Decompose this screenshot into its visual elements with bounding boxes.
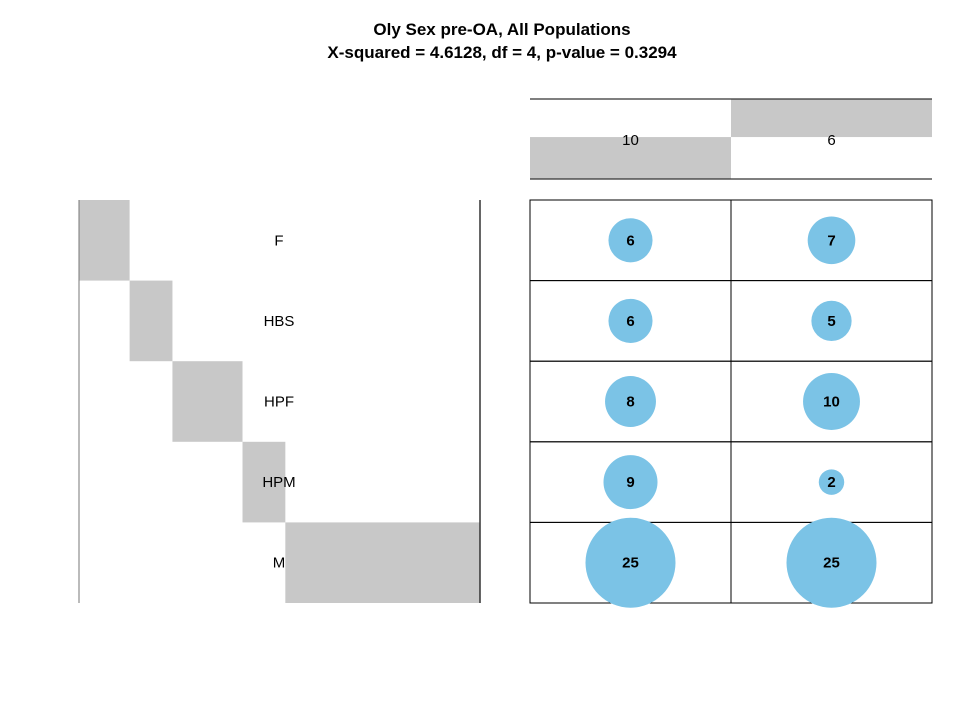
column-label: 10 xyxy=(622,132,639,149)
count-bubble xyxy=(811,300,852,342)
count-bubble xyxy=(608,298,653,343)
count-label: 25 xyxy=(622,555,639,572)
row-total-bar xyxy=(79,200,130,281)
count-bubble xyxy=(807,216,856,265)
row-label: HPF xyxy=(264,394,294,411)
count-label: 25 xyxy=(823,555,840,572)
count-label: 10 xyxy=(823,394,840,411)
count-label: 6 xyxy=(626,313,634,330)
cell-grid: 6 7 6 5 8 10 9 2 25 25 xyxy=(529,199,933,608)
count-label: 7 xyxy=(827,232,835,249)
count-label: 5 xyxy=(827,313,835,330)
row-label: F xyxy=(274,232,283,249)
count-bubble xyxy=(585,517,676,608)
count-bubble xyxy=(803,373,860,430)
row-total-bar xyxy=(172,361,243,442)
column-total-bar xyxy=(530,137,731,179)
row-total-bar xyxy=(242,441,286,523)
row-label: M xyxy=(273,555,286,572)
count-bubble xyxy=(605,376,656,427)
chart-title: Oly Sex pre-OA, All Populations xyxy=(373,20,630,39)
count-label: 2 xyxy=(827,474,835,491)
count-bubble xyxy=(603,455,658,510)
column-margin: 10 6 xyxy=(530,98,932,180)
row-label: HPM xyxy=(262,474,295,491)
row-total-bar xyxy=(129,280,173,362)
count-bubble xyxy=(786,517,877,608)
count-label: 9 xyxy=(626,474,634,491)
chart-subtitle: X-squared = 4.6128, df = 4, p-value = 0.… xyxy=(327,43,677,62)
count-label: 6 xyxy=(626,232,634,249)
column-label: 6 xyxy=(827,132,835,149)
count-label: 8 xyxy=(626,394,634,411)
count-bubble xyxy=(818,469,845,495)
row-total-bar xyxy=(285,522,480,603)
row-margin: F HBS HPF HPM M xyxy=(78,200,481,603)
row-label: HBS xyxy=(264,313,295,330)
column-total-bar xyxy=(731,99,932,138)
count-bubble xyxy=(608,218,653,263)
